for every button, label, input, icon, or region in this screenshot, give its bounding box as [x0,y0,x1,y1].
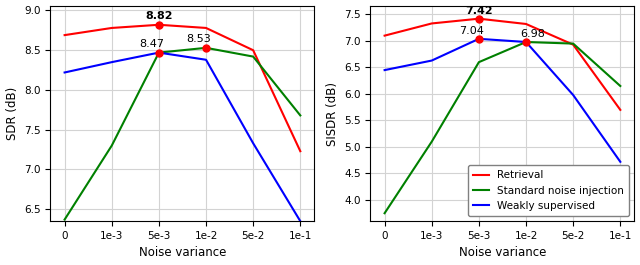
Text: 8.82: 8.82 [145,11,173,21]
Y-axis label: SDR (dB): SDR (dB) [6,87,19,140]
Y-axis label: SISDR (dB): SISDR (dB) [326,82,339,146]
Text: 7.42: 7.42 [465,6,493,16]
Text: 8.47: 8.47 [140,39,164,49]
Legend: Retrieval, Standard noise injection, Weakly supervised: Retrieval, Standard noise injection, Wea… [468,165,629,216]
Text: 6.98: 6.98 [521,29,545,39]
X-axis label: Noise variance: Noise variance [459,246,546,259]
Text: 7.04: 7.04 [460,26,484,36]
X-axis label: Noise variance: Noise variance [139,246,226,259]
Text: 8.53: 8.53 [187,34,211,44]
